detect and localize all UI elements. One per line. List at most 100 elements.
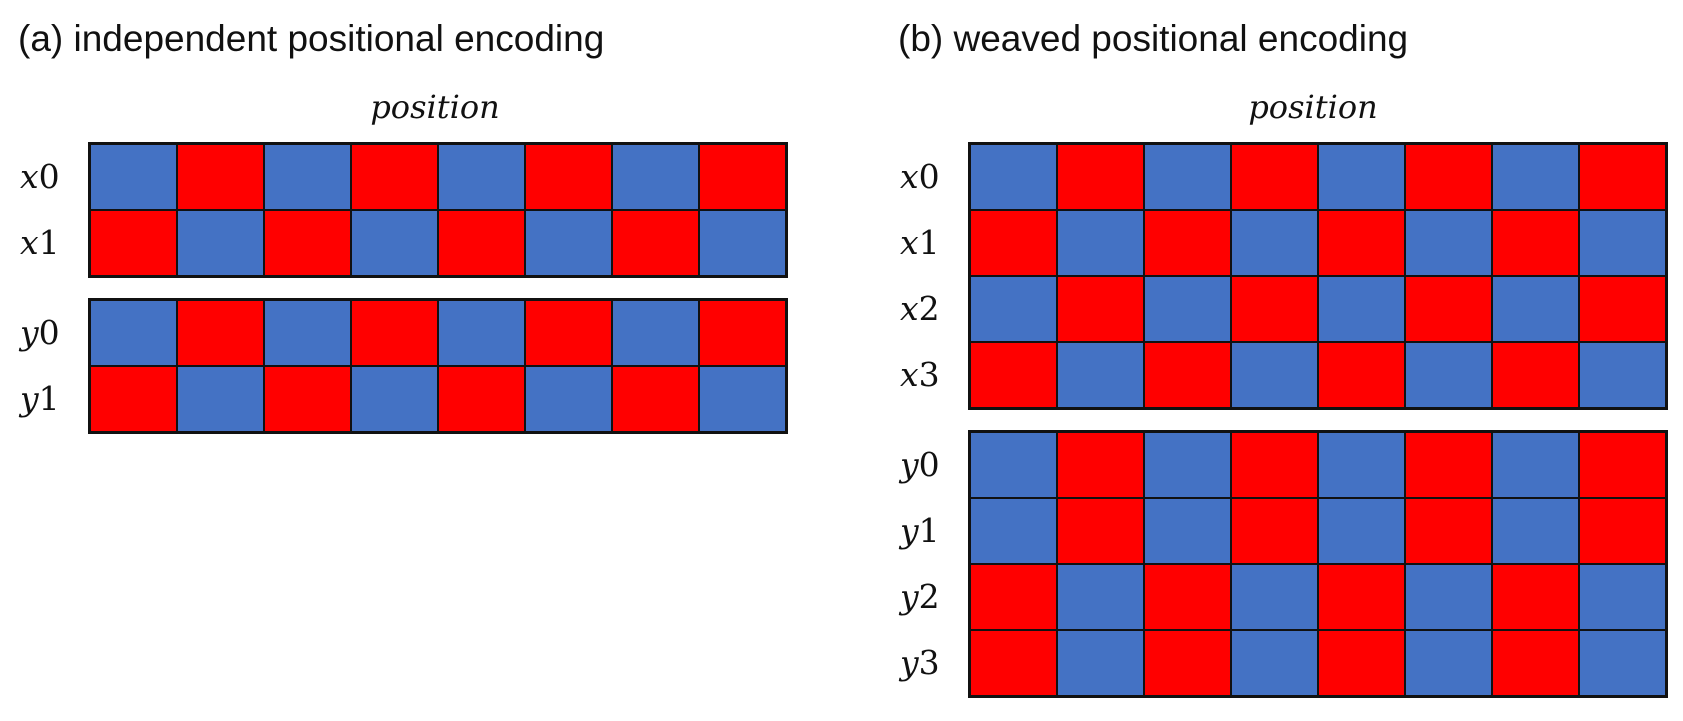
cell-y0-6 <box>1492 432 1579 498</box>
cell-x1-2 <box>264 210 351 276</box>
cell-x1-0 <box>90 210 177 276</box>
encoding-row-x0 <box>90 144 786 210</box>
panel-a-block-1 <box>88 298 788 434</box>
cell-y2-0 <box>970 564 1057 630</box>
cell-y0-7 <box>1579 432 1666 498</box>
cell-y1-3 <box>1231 498 1318 564</box>
cell-y3-3 <box>1231 630 1318 696</box>
cell-x1-4 <box>1318 210 1405 276</box>
cell-x3-6 <box>1492 342 1579 408</box>
cell-x1-5 <box>1405 210 1492 276</box>
cell-x0-6 <box>612 144 699 210</box>
cell-y1-5 <box>525 366 612 432</box>
cell-y1-3 <box>351 366 438 432</box>
cell-x0-5 <box>525 144 612 210</box>
cell-y1-1 <box>1057 498 1144 564</box>
cell-x3-5 <box>1405 342 1492 408</box>
cell-y1-4 <box>438 366 525 432</box>
cell-y1-1 <box>177 366 264 432</box>
cell-y0-4 <box>438 300 525 366</box>
cell-x3-3 <box>1231 342 1318 408</box>
cell-x1-0 <box>970 210 1057 276</box>
cell-x2-5 <box>1405 276 1492 342</box>
row-label-x1: x1 <box>20 223 60 262</box>
cell-y1-2 <box>1144 498 1231 564</box>
row-label-y0: y0 <box>20 313 60 352</box>
cell-y1-0 <box>970 498 1057 564</box>
panel-a-title: (a) independent positional encoding <box>18 18 605 59</box>
encoding-row-y0 <box>970 432 1666 498</box>
encoding-row-y1 <box>970 498 1666 564</box>
cell-x2-3 <box>1231 276 1318 342</box>
cell-x0-1 <box>1057 144 1144 210</box>
encoding-row-x3 <box>970 342 1666 408</box>
cell-y0-0 <box>970 432 1057 498</box>
cell-y0-5 <box>1405 432 1492 498</box>
panel-weaved: (b) weaved positional encoding position … <box>880 0 1683 721</box>
row-label-x1: x1 <box>900 223 940 262</box>
panel-a-block-0 <box>88 142 788 278</box>
cell-y0-2 <box>264 300 351 366</box>
cell-x1-3 <box>351 210 438 276</box>
cell-y1-4 <box>1318 498 1405 564</box>
cell-y3-2 <box>1144 630 1231 696</box>
cell-y2-7 <box>1579 564 1666 630</box>
cell-x0-2 <box>264 144 351 210</box>
panel-independent: (a) independent positional encoding posi… <box>0 0 820 721</box>
cell-x2-4 <box>1318 276 1405 342</box>
cell-y2-5 <box>1405 564 1492 630</box>
cell-y3-6 <box>1492 630 1579 696</box>
cell-x3-2 <box>1144 342 1231 408</box>
cell-y2-1 <box>1057 564 1144 630</box>
cell-y0-4 <box>1318 432 1405 498</box>
row-label-y1: y1 <box>20 379 60 418</box>
encoding-row-y3 <box>970 630 1666 696</box>
encoding-row-x2 <box>970 276 1666 342</box>
row-label-y0: y0 <box>900 445 940 484</box>
cell-y0-5 <box>525 300 612 366</box>
cell-x0-4 <box>1318 144 1405 210</box>
cell-x1-7 <box>699 210 786 276</box>
cell-x1-3 <box>1231 210 1318 276</box>
encoding-row-x1 <box>970 210 1666 276</box>
cell-y3-4 <box>1318 630 1405 696</box>
cell-y0-0 <box>90 300 177 366</box>
cell-y0-2 <box>1144 432 1231 498</box>
panel-b-block-0 <box>968 142 1668 410</box>
cell-x3-7 <box>1579 342 1666 408</box>
cell-x0-7 <box>699 144 786 210</box>
cell-x0-2 <box>1144 144 1231 210</box>
cell-x2-2 <box>1144 276 1231 342</box>
encoding-row-y1 <box>90 366 786 432</box>
panel-b-title: (b) weaved positional encoding <box>898 18 1409 59</box>
panel-b-block-1 <box>968 430 1668 698</box>
cell-x0-1 <box>177 144 264 210</box>
cell-x1-1 <box>1057 210 1144 276</box>
row-label-y2: y2 <box>900 577 940 616</box>
cell-x3-0 <box>970 342 1057 408</box>
cell-x1-4 <box>438 210 525 276</box>
row-label-x3: x3 <box>900 355 940 394</box>
panel-a-position-label: position <box>370 88 500 126</box>
cell-y0-3 <box>351 300 438 366</box>
cell-x0-0 <box>970 144 1057 210</box>
cell-y1-6 <box>612 366 699 432</box>
cell-x1-2 <box>1144 210 1231 276</box>
encoding-row-x0 <box>970 144 1666 210</box>
row-label-x0: x0 <box>900 157 940 196</box>
cell-x3-1 <box>1057 342 1144 408</box>
cell-y1-7 <box>1579 498 1666 564</box>
cell-x3-4 <box>1318 342 1405 408</box>
cell-x0-3 <box>351 144 438 210</box>
cell-y3-1 <box>1057 630 1144 696</box>
cell-x0-4 <box>438 144 525 210</box>
cell-y3-7 <box>1579 630 1666 696</box>
cell-y1-0 <box>90 366 177 432</box>
cell-y0-3 <box>1231 432 1318 498</box>
cell-x2-0 <box>970 276 1057 342</box>
panel-b-position-label: position <box>1248 88 1378 126</box>
cell-x0-6 <box>1492 144 1579 210</box>
cell-x1-1 <box>177 210 264 276</box>
cell-x0-7 <box>1579 144 1666 210</box>
cell-x2-1 <box>1057 276 1144 342</box>
